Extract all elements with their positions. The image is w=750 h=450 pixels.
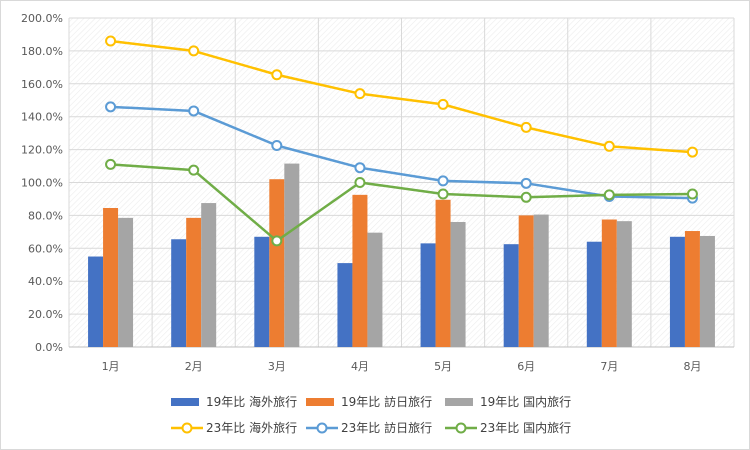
- legend-marker-5: [455, 422, 467, 434]
- bar-1-1: [88, 256, 104, 347]
- y-tick-label: 60.0%: [28, 242, 63, 255]
- bar-2-1: [103, 207, 119, 347]
- x-tick-label: 2月: [185, 360, 203, 373]
- y-tick-label: 20.0%: [28, 308, 63, 321]
- bar-2-8: [684, 231, 700, 347]
- bar-1-5: [420, 243, 436, 347]
- y-tick-label: 40.0%: [28, 275, 63, 288]
- point-4-5: [437, 175, 449, 187]
- legend-label-4: 23年比 訪日旅行: [341, 420, 432, 435]
- point-3-8: [686, 146, 698, 158]
- y-tick-label: 0.0%: [35, 341, 63, 354]
- y-tick-label: 160.0%: [21, 78, 63, 91]
- y-tick-label: 100.0%: [21, 177, 63, 190]
- bar-3-1: [118, 217, 134, 347]
- point-5-1: [105, 158, 117, 170]
- bar-1-3: [254, 236, 270, 347]
- point-5-7: [603, 189, 615, 201]
- bar-3-3: [284, 163, 300, 347]
- bar-3-6: [533, 214, 549, 347]
- bar-3-5: [450, 221, 466, 347]
- bar-2-3: [269, 179, 285, 347]
- bar-2-6: [518, 215, 534, 347]
- bar-1-6: [503, 244, 519, 347]
- bar-series-group: [88, 163, 715, 347]
- legend-marker-3: [181, 422, 193, 434]
- series-line-5: [110, 163, 693, 243]
- bar-2-2: [186, 217, 202, 347]
- point-4-4: [354, 162, 366, 174]
- legend-swatch-2: [445, 398, 473, 406]
- point-4-1: [105, 101, 117, 113]
- point-5-2: [188, 164, 200, 176]
- point-4-3: [271, 139, 283, 151]
- legend-label-1: 19年比 訪日旅行: [341, 394, 432, 409]
- x-tick-label: 7月: [600, 360, 618, 373]
- bar-1-2: [171, 239, 187, 347]
- bar-2-4: [352, 194, 368, 347]
- point-3-4: [354, 88, 366, 100]
- legend-label-5: 23年比 国内旅行: [480, 421, 571, 435]
- legend-swatch-0: [171, 398, 199, 406]
- x-tick-label: 8月: [683, 360, 701, 373]
- x-tick-label: 5月: [434, 360, 452, 373]
- bar-1-4: [337, 263, 353, 347]
- bar-2-5: [435, 199, 451, 347]
- legend: 19年比 海外旅行 19年比 訪日旅行 19年比 国内旅行 23年比 海外旅行 23年比…: [171, 394, 571, 435]
- legend-label-2: 19年比 国内旅行: [480, 395, 571, 409]
- point-3-7: [603, 140, 615, 152]
- bar-1-7: [586, 241, 602, 347]
- legend-swatch-1: [306, 398, 334, 406]
- bar-3-8: [699, 235, 715, 347]
- bar-3-4: [367, 232, 383, 347]
- point-5-8: [686, 188, 698, 200]
- point-3-2: [188, 45, 200, 57]
- bar-1-8: [669, 236, 685, 347]
- x-tick-label: 3月: [268, 360, 286, 373]
- y-tick-label: 200.0%: [21, 12, 63, 25]
- point-3-6: [520, 121, 532, 133]
- line-series-group: [105, 35, 698, 247]
- legend-label-3: 23年比 海外旅行: [206, 420, 297, 435]
- x-tick-label: 1月: [102, 360, 120, 373]
- y-tick-label: 80.0%: [28, 209, 63, 222]
- x-tick-label: 6月: [517, 360, 535, 373]
- point-5-5: [437, 188, 449, 200]
- point-3-1: [105, 35, 117, 47]
- bar-3-2: [201, 203, 217, 347]
- y-tick-label: 180.0%: [21, 45, 63, 58]
- point-4-6: [520, 177, 532, 189]
- point-5-6: [520, 191, 532, 203]
- legend-marker-4: [316, 422, 328, 434]
- point-3-3: [271, 69, 283, 81]
- y-tick-label: 140.0%: [21, 111, 63, 124]
- x-tick-label: 4月: [351, 360, 369, 373]
- point-5-4: [354, 177, 366, 188]
- bar-2-7: [601, 219, 617, 347]
- point-3-5: [437, 98, 449, 110]
- bar-3-7: [616, 221, 632, 347]
- y-tick-label: 120.0%: [21, 144, 63, 157]
- series-line-3: [110, 39, 693, 154]
- point-4-2: [188, 105, 200, 117]
- point-5-3: [271, 235, 283, 247]
- legend-label-0: 19年比 海外旅行: [206, 394, 297, 409]
